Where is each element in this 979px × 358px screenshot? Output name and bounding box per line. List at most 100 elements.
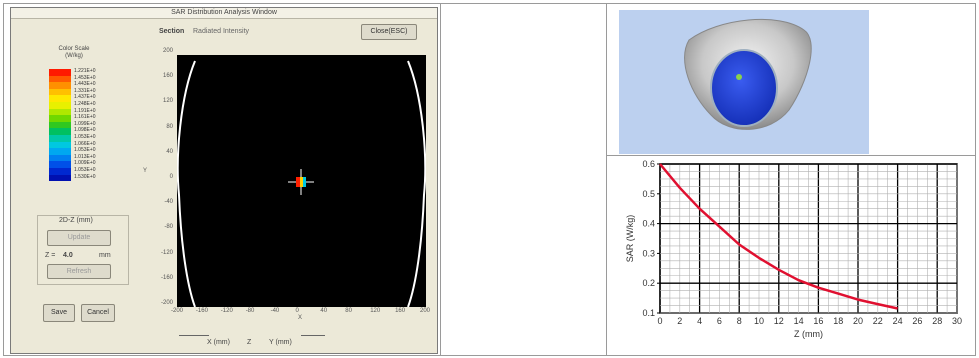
y-tick-label: -200	[160, 300, 173, 306]
y-tick-label: 200	[162, 48, 173, 54]
update-button[interactable]: Update	[47, 230, 111, 246]
refresh-button[interactable]: Refresh	[47, 264, 111, 279]
y-tick-label: -80	[164, 224, 173, 231]
z-unit: mm	[99, 252, 111, 259]
legend-value: 1.530E+0	[74, 173, 96, 180]
y-tick-label: -160	[160, 274, 173, 281]
y-tick-label: 0.1	[642, 308, 655, 318]
legend-swatch	[49, 88, 71, 96]
legend-swatch	[49, 141, 71, 149]
cancel-button[interactable]: Cancel	[81, 304, 115, 322]
legend-row: 1.099E+0	[49, 121, 101, 129]
z-prefix: Z =	[45, 252, 56, 259]
x-tick-label: 22	[873, 316, 883, 326]
x-tick-label: -40	[270, 308, 280, 314]
hotspot-red	[296, 177, 300, 187]
x-tick-label: 28	[932, 316, 942, 326]
x-tick-label: 12	[774, 316, 784, 326]
y-tick-label: 120	[162, 98, 173, 105]
y-tick-label: 80	[166, 123, 173, 130]
legend-swatch	[49, 128, 71, 135]
legend-row: 1.161E+0	[49, 114, 101, 122]
legend-value: 1.248E+0	[74, 100, 96, 107]
sar-distribution-plot[interactable]	[176, 55, 427, 308]
x-tick-label: 10	[754, 316, 764, 326]
x-tick-label: 2	[677, 316, 682, 326]
x-tick-label: 4	[697, 316, 702, 326]
y-axis-ticks: 200 160 120 80 40 0 -40 -80 -120 -160 -200	[151, 48, 175, 308]
legend-swatch	[49, 134, 71, 142]
x-tick-label: -80	[245, 308, 255, 314]
table-border-left	[3, 3, 4, 356]
x-axis-label: Z (mm)	[794, 329, 823, 339]
bottom-y-label: Y (mm)	[269, 339, 292, 346]
legend-value: 1.066E+0	[74, 140, 96, 147]
sar-analysis-window: SAR Distribution Analysis Window Section…	[10, 7, 438, 354]
x-tick-label: 20	[853, 316, 863, 326]
legend-row: 1.009E+0	[49, 160, 101, 168]
phantom-3d-svg	[684, 18, 812, 130]
legend-row: 1.013E+0	[49, 153, 101, 162]
x-tick-label: -160	[195, 308, 208, 314]
legend-swatch	[49, 95, 71, 102]
legend-row: 1.443E+0	[49, 81, 101, 89]
y-tick-label: 0	[169, 174, 173, 180]
legend-swatch	[49, 75, 71, 83]
y-axis-label: SAR (W/kg)	[625, 215, 635, 263]
bottom-x-label: X (mm)	[207, 339, 230, 346]
boundary-curve-right	[407, 60, 427, 308]
legend-row: 1.221E+0	[49, 68, 101, 76]
legend-swatch	[49, 115, 71, 122]
legend-swatch	[49, 101, 71, 109]
sar-series-line	[659, 163, 898, 310]
section-label: Section	[159, 28, 185, 35]
table-border-top	[3, 3, 976, 4]
legend-value: 1.437E+0	[74, 94, 96, 101]
legend-value: 1.221E+0	[74, 68, 96, 74]
x-tick-label: 6	[717, 316, 722, 326]
legend-value: 1.013E+0	[74, 153, 96, 160]
x-tick-label: 0	[295, 308, 299, 314]
save-button[interactable]: Save	[43, 304, 75, 322]
legend-row: 1.098E+0	[49, 127, 101, 135]
legend-row: 1.053E+0	[49, 134, 101, 142]
legend-swatch	[49, 167, 71, 175]
legend-value: 1.191E+0	[74, 107, 96, 114]
x-tick-label: -200	[171, 308, 184, 314]
table-border-bottom	[3, 355, 976, 356]
legend-row: 1.453E+0	[49, 75, 101, 83]
x-tick-label: 200	[420, 308, 431, 314]
legend-swatch	[49, 174, 71, 182]
group-label: 2D-Z (mm)	[59, 217, 93, 224]
y-axis-label: Y	[143, 168, 148, 174]
legend-value: 1.053E+0	[74, 166, 96, 173]
legend-row: 1.053E+0	[49, 147, 101, 155]
x-tick-label: 30	[952, 316, 962, 326]
legend-title: Color Scale (W/kg)	[58, 46, 90, 59]
legend-row: 1.248E+0	[49, 100, 101, 109]
hotspot-yellow	[300, 177, 303, 187]
y-tick-label: 160	[162, 73, 173, 80]
close-button[interactable]: Close(ESC)	[361, 24, 417, 40]
legend-swatch	[49, 82, 71, 89]
phantom-sphere	[710, 49, 778, 127]
legend-row: 1.530E+0	[49, 173, 101, 182]
x-tick-label: 160	[395, 308, 406, 314]
z-group-box	[37, 215, 129, 285]
y-tick-label: 0.5	[642, 189, 655, 199]
legend-value: 1.443E+0	[74, 81, 96, 88]
x-axis-label: X	[298, 315, 303, 321]
y-tick-label: 0.2	[642, 278, 655, 288]
legend-swatch	[49, 108, 71, 116]
legend-value: 1.053E+0	[74, 147, 96, 154]
x-tick-label: 0	[657, 316, 662, 326]
table-border-right	[975, 3, 976, 356]
x-tick-label: 14	[794, 316, 804, 326]
x-tick-label: 26	[912, 316, 922, 326]
y-tick-label: 0.4	[642, 219, 655, 229]
z-value[interactable]: 4.0	[63, 252, 73, 259]
table-divider-1	[440, 3, 441, 356]
section-value: Radiated Intensity	[193, 28, 250, 35]
x-tick-label: -120	[220, 308, 233, 314]
legend-swatch	[49, 69, 71, 76]
